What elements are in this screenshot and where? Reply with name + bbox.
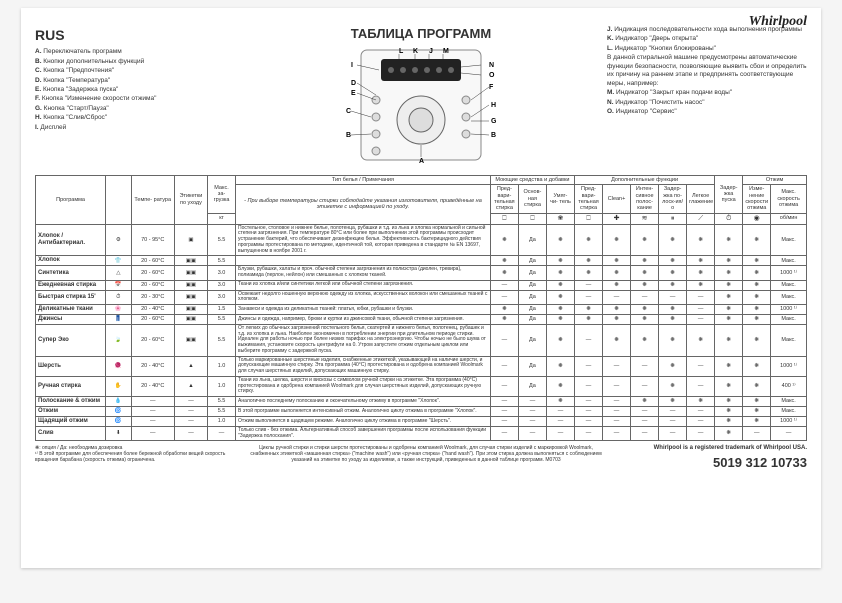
header-row: RUS A. Переключатель программ B. Кнопки д…	[35, 26, 807, 165]
svg-text:K: K	[413, 48, 418, 55]
col-delay: Задер- жка пуска	[715, 176, 743, 214]
table-row: Деликатные ткани🌸20 - 40°C▣▣1.5Занавеси …	[36, 305, 807, 315]
col-opt-iron: Легкое глажение	[687, 185, 715, 213]
col-spin: Отжим	[743, 176, 807, 185]
svg-text:H: H	[491, 102, 496, 109]
legend-item: I. Дисплей	[35, 124, 235, 132]
legend-item: A. Переключатель программ	[35, 48, 235, 56]
legend-item: H. Кнопка "Слив/Сброс"	[35, 114, 235, 122]
svg-text:L: L	[399, 48, 404, 55]
table-row: Ежедневная стирка📅20 - 60°C▣▣3.0Ткани из…	[36, 280, 807, 290]
footnotes: ❋: опция / Да: необходима дозировка ¹⁾ В…	[35, 445, 235, 470]
control-panel-diagram: L K J M N O F D E C H B B I G A	[321, 45, 521, 165]
col-spin-max: Макс. скорость отжима	[771, 185, 807, 213]
program-table: Программа Темпе- ратура Этикетки по уход…	[35, 175, 807, 441]
legend-item: E. Кнопка "Задержка пуска"	[35, 86, 235, 94]
page-title: ТАБЛИЦА ПРОГРАММ	[245, 26, 597, 41]
table-row: Хлопок👕20 - 60°C▣▣5.5❋Да❋❋❋❋❋❋❋❋Макс.	[36, 256, 807, 266]
svg-text:J: J	[429, 48, 433, 55]
table-row: Щадящий отжим🌀——1.0Отжим выполняется в щ…	[36, 416, 807, 426]
legend-item: F. Кнопка "Изменение скорости отжима"	[35, 95, 235, 103]
table-row: Слив⬇———Только слив - без отжима. Альтер…	[36, 426, 807, 441]
center-column: ТАБЛИЦА ПРОГРАММ L	[245, 26, 597, 165]
table-row: Супер Эко🍃20 - 60°C▣▣5.5От легких до обы…	[36, 324, 807, 356]
col-notes: Тип белья / Примечания	[236, 176, 491, 185]
language-label: RUS	[35, 26, 235, 44]
col-spin-var: Изме- нение скорости отжима	[743, 185, 771, 213]
legend-item: В данной стиральной машине предусмотрены…	[607, 54, 807, 88]
legend-item: D. Кнопка "Температура"	[35, 77, 235, 85]
table-row: Синтетика△20 - 60°C▣▣3.0Блузки, рубашки,…	[36, 266, 807, 281]
part-number: 5019 312 10733	[617, 455, 807, 471]
legend-left: RUS A. Переключатель программ B. Кнопки д…	[35, 26, 235, 165]
col-opt-clean: Clean+	[603, 185, 631, 213]
legend-item: B. Кнопки дополнительных функций	[35, 58, 235, 66]
legend-right: J. Индикация последовательности хода вып…	[607, 26, 807, 165]
svg-text:M: M	[443, 48, 449, 55]
table-row: Полоскание & отжим💧——5.5Аналогично после…	[36, 397, 807, 407]
svg-text:N: N	[489, 62, 494, 69]
legend-item: O. Индикатор "Сервис"	[607, 108, 807, 116]
header-subtitle: - При выборе температуры стирки соблюдай…	[236, 185, 491, 224]
svg-text:O: O	[489, 72, 495, 79]
table-row: Быстрая стирка 15'⏱20 - 30°C▣▣3.0Освежае…	[36, 290, 807, 305]
table-row: Шерсть🧶20 - 40°C▲1.0Только маркированные…	[36, 356, 807, 376]
svg-text:F: F	[489, 84, 494, 91]
col-load-unit: кг	[208, 213, 236, 224]
footer-center: Циклы ручной стирки и стирки шерсти прот…	[235, 445, 617, 470]
col-options: Дополнительные функции	[575, 176, 715, 185]
svg-text:E: E	[351, 90, 356, 97]
col-icon	[106, 176, 131, 225]
col-spin-unit: об/мин	[771, 213, 807, 224]
col-detergents: Моющие средства и добавки	[490, 176, 574, 185]
footer-right: Whirlpool is a registered trademark of W…	[617, 445, 807, 470]
col-opt-rinse: Интен- сивное полос- кание	[631, 185, 659, 213]
table-row: Ручная стирка✋20 - 40°C▲1.0Ткани из льна…	[36, 376, 807, 396]
svg-text:A: A	[419, 158, 424, 165]
document-page: Whirlpool RUS A. Переключатель программ B…	[21, 8, 821, 568]
legend-item: M. Индикатор "Закрыт кран подачи воды"	[607, 89, 807, 97]
legend-item: C. Кнопка "Предпочтения"	[35, 67, 235, 75]
brand-logo: Whirlpool	[749, 14, 807, 30]
col-mainwash: Основ- ная стирка	[518, 185, 546, 213]
col-temp: Темпе- ратура	[131, 176, 174, 225]
legend-item: G. Кнопка "Старт/Пауза"	[35, 105, 235, 113]
col-opt-pre: Пред- вари- тельная стирка	[575, 185, 603, 213]
col-care: Этикетки по уходу	[174, 176, 207, 225]
footnote-b: ¹⁾ В этой программе для обеспечения боле…	[35, 451, 235, 463]
col-load: Макс. за- грузка	[208, 176, 236, 214]
svg-text:B: B	[491, 132, 496, 139]
svg-text:D: D	[351, 80, 356, 87]
legend-item: K. Индикатор "Дверь открыта"	[607, 35, 807, 43]
col-opt-hold: Задер- жка по- лоск-ия/о	[659, 185, 687, 213]
legend-item: N. Индикатор "Почистить насос"	[607, 99, 807, 107]
table-row: Джинсы👖20 - 60°C▣▣5.5Джинсы и одежда, на…	[36, 315, 807, 325]
svg-text:C: C	[346, 108, 351, 115]
svg-text:G: G	[491, 118, 497, 125]
svg-text:I: I	[351, 62, 353, 69]
footer: ❋: опция / Да: необходима дозировка ¹⁾ В…	[35, 445, 807, 470]
col-program: Программа	[36, 176, 106, 225]
col-softener: Умяг- чи- тель	[546, 185, 574, 213]
legend-item: L. Индикатор "Кнопки блокированы"	[607, 45, 807, 53]
trademark: Whirlpool is a registered trademark of W…	[617, 445, 807, 452]
table-row: Отжим🌀——5.5В этой программе выполняется …	[36, 407, 807, 417]
col-prewash: Пред- вари- тельная стирка	[490, 185, 518, 213]
svg-text:B: B	[346, 132, 351, 139]
table-row: Хлопок / Антибактериал.⚙70 - 95°C▣5.5Пос…	[36, 224, 807, 256]
